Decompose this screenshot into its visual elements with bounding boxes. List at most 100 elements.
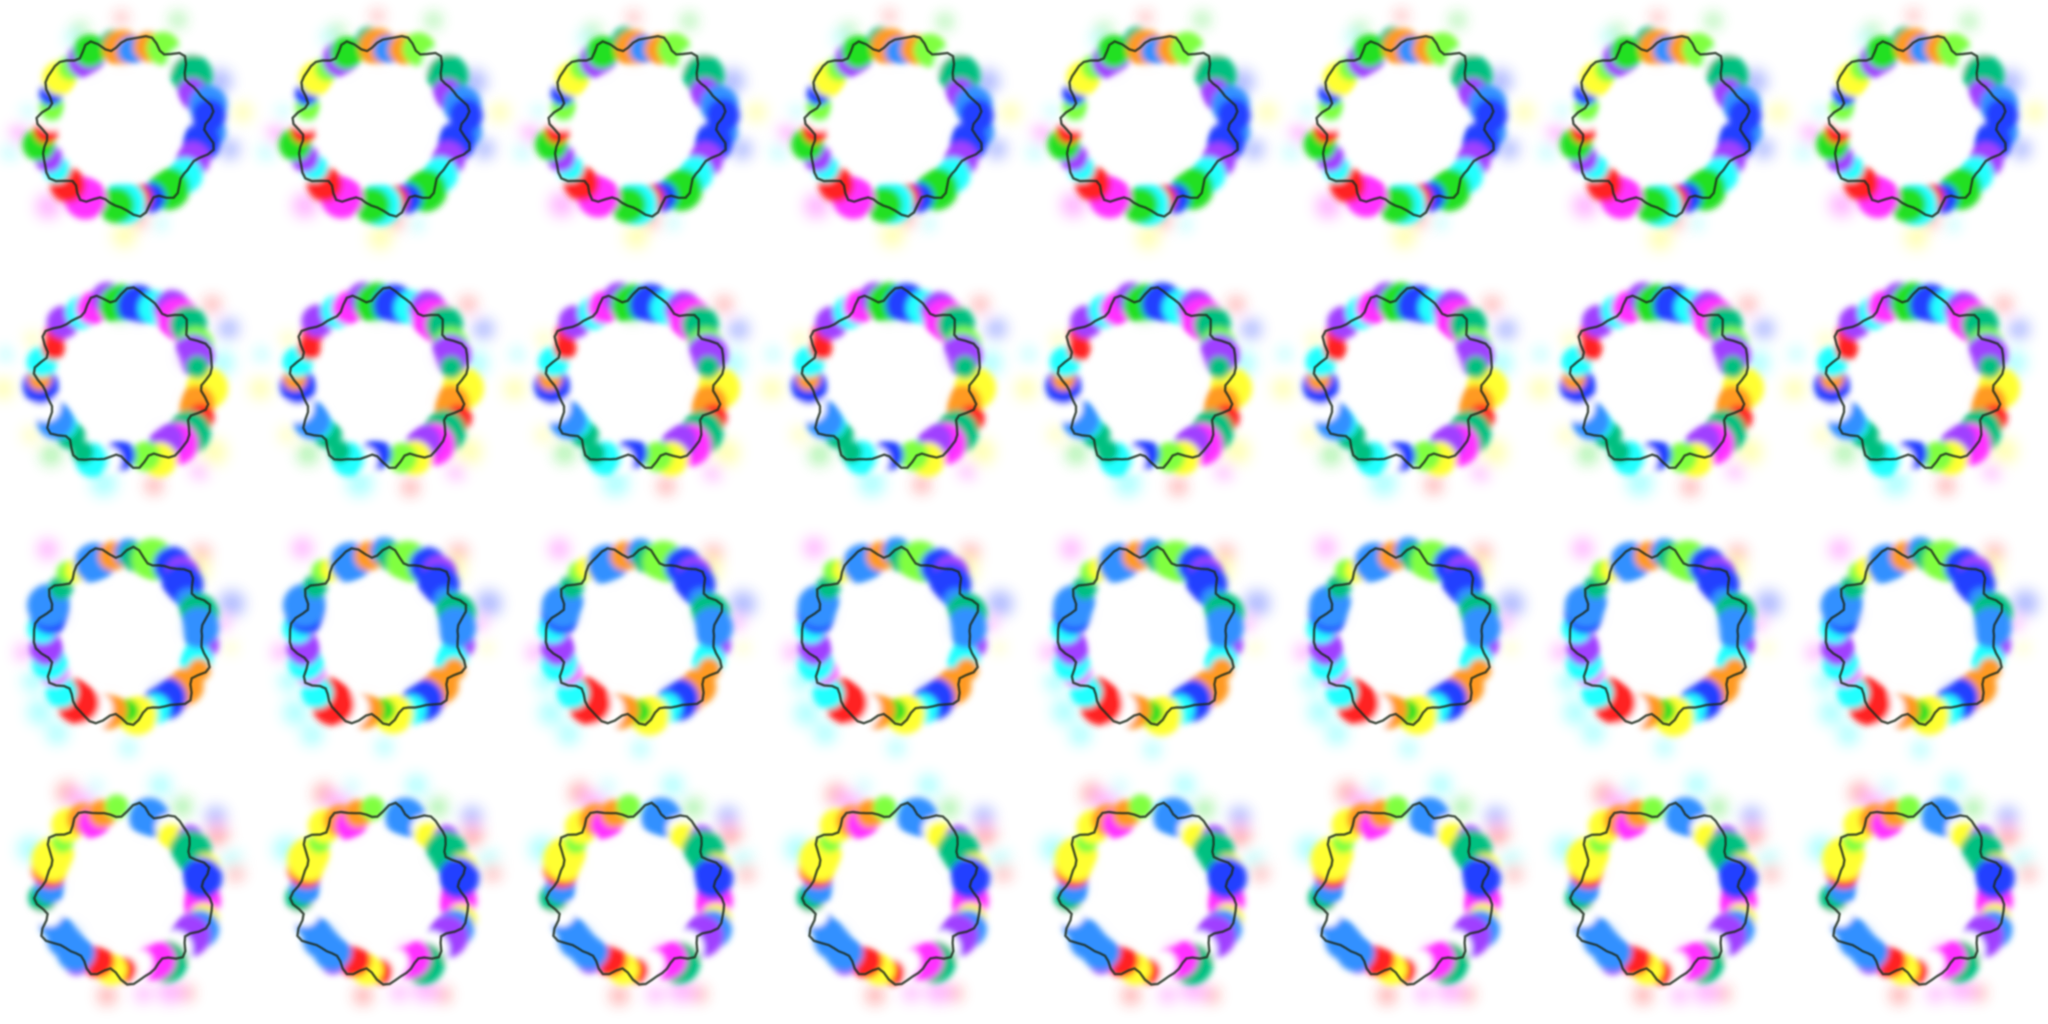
halo-dot: [1969, 984, 1987, 1002]
ring: [1015, 282, 1263, 497]
halo-dot: [1480, 438, 1508, 467]
ring-outline: [1312, 801, 1494, 986]
halo-dot: [1294, 643, 1313, 662]
halo-dot: [1425, 476, 1443, 495]
halo-dot: [1693, 980, 1718, 1004]
ring-halo: [258, 9, 510, 251]
halo-dot: [1495, 318, 1518, 341]
halo-dot: [986, 138, 1007, 160]
ring-outline: [800, 545, 980, 727]
halo-dot: [925, 980, 950, 1004]
ring-blobs: [1302, 282, 1509, 476]
halo-dot: [1307, 699, 1333, 725]
ring-outline: [1059, 34, 1239, 218]
halo-dot: [1181, 978, 1205, 1002]
ring: [515, 11, 767, 250]
halo-dot: [1136, 225, 1161, 251]
halo-dot: [1315, 193, 1341, 219]
halo-dot: [1370, 469, 1398, 497]
ring-core: [320, 576, 440, 696]
halo-dot: [460, 806, 483, 828]
halo-dot: [1796, 143, 1812, 159]
halo-dot: [808, 443, 831, 466]
halo-dot: [192, 544, 211, 564]
halo-dot: [226, 863, 244, 881]
halo-dot: [1685, 773, 1708, 796]
halo-dot: [803, 537, 825, 559]
halo-dot: [1806, 643, 1824, 662]
ring-halo: [1015, 296, 1263, 497]
ring-core: [1088, 64, 1208, 184]
halo-dot: [258, 144, 274, 160]
ring-outline: [1315, 34, 1495, 218]
halo-dot: [783, 643, 802, 662]
halo-dot: [1051, 332, 1066, 348]
halo-dot: [427, 796, 449, 818]
blob: [1205, 857, 1248, 899]
ring-outline: [1827, 34, 2007, 218]
halo-dot: [1505, 863, 1523, 882]
ring-outline: [1824, 801, 2006, 986]
halo-dot: [145, 476, 163, 495]
blob: [642, 441, 673, 472]
halo-dot: [994, 863, 1012, 881]
blob: [1973, 857, 2015, 899]
halo-dot: [1437, 979, 1461, 1003]
halo-dot: [1027, 143, 1043, 160]
halo-dot: [1215, 463, 1233, 481]
ring-blobs: [1559, 26, 1763, 227]
halo-dot: [1227, 296, 1245, 313]
halo-dot: [218, 590, 245, 617]
halo-dot: [447, 463, 465, 481]
halo-dot: [2018, 863, 2037, 881]
halo-dot: [1144, 741, 1161, 759]
ring-outline: [1824, 286, 2006, 470]
halo-dot: [985, 317, 1007, 340]
halo-dot: [624, 225, 649, 250]
ring-outline: [544, 545, 724, 727]
blob: [181, 857, 223, 899]
halo-dot: [1556, 106, 1569, 119]
halo-dot: [375, 738, 393, 756]
halo-dot: [2, 144, 18, 160]
halo-dot: [1514, 101, 1535, 123]
ring-core: [64, 320, 184, 440]
halo-dot: [1818, 332, 1834, 348]
halo-dot: [1671, 987, 1688, 1004]
ring-halo: [1529, 296, 1775, 497]
halo-dot: [472, 318, 495, 340]
ring: [1040, 774, 1269, 1005]
halo-dot: [703, 544, 723, 564]
blob: [691, 857, 734, 899]
halo-dot: [254, 347, 269, 361]
ring: [1806, 536, 2039, 759]
halo-dot: [87, 780, 103, 795]
halo-dot: [459, 296, 477, 313]
halo-dot: [1945, 217, 1959, 232]
halo-dot: [346, 470, 374, 497]
blob: [437, 857, 480, 899]
halo-dot: [277, 106, 290, 119]
ring-blobs: [796, 795, 991, 986]
halo-dot: [1740, 806, 1763, 828]
halo-dot: [297, 443, 319, 466]
halo-dot: [1040, 643, 1059, 662]
ring-core: [832, 832, 952, 952]
halo-dot: [1829, 538, 1851, 560]
halo-dot: [119, 739, 137, 757]
blob: [697, 356, 720, 379]
halo-dot: [135, 985, 152, 1003]
halo-dot: [584, 23, 601, 40]
halo-dot: [1451, 796, 1473, 817]
halo-dot: [599, 780, 615, 795]
blob: [73, 34, 107, 68]
blob: [953, 355, 977, 379]
halo-dot: [790, 106, 804, 120]
ring-core: [832, 576, 952, 696]
ring: [783, 537, 1014, 757]
blob: [1097, 34, 1131, 68]
ring-outline: [800, 286, 982, 470]
ring-blobs: [791, 26, 995, 224]
halo-dot: [1689, 216, 1703, 231]
